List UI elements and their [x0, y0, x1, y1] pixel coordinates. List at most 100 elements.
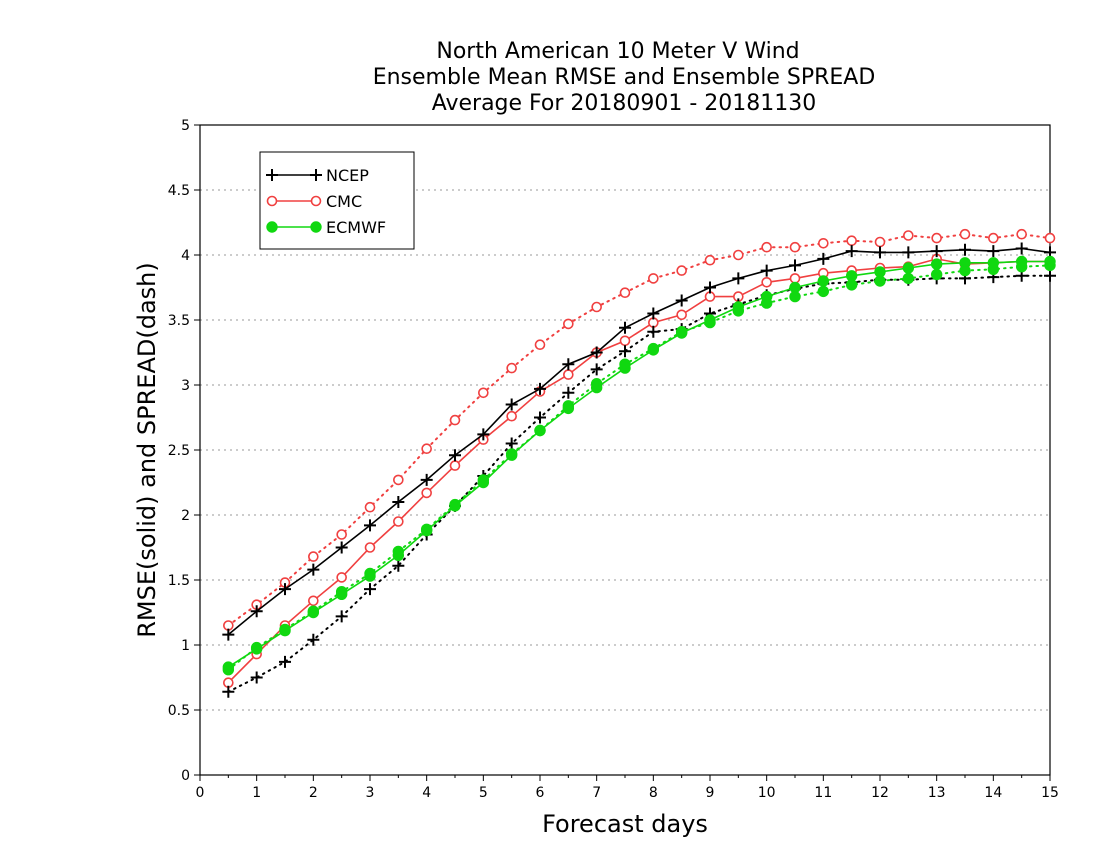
ecmwf-rmse-point — [279, 625, 291, 637]
cmc-spread-point — [988, 232, 999, 244]
ncep-rmse-point — [307, 563, 320, 576]
legend-marker — [266, 169, 278, 181]
ecmwf-rmse-point — [534, 424, 546, 437]
cmc-spread-point — [648, 273, 659, 284]
ncep-rmse-point — [392, 496, 405, 508]
ncep-rmse-point — [250, 605, 263, 618]
ncep-rmse-point — [364, 519, 376, 532]
legend: NCEP CMC ECMWF — [259, 151, 415, 250]
ncep-rmse-point — [590, 346, 603, 359]
ncep-rmse-point — [732, 272, 745, 285]
cmc-rmse-point — [563, 369, 574, 380]
cmc-rmse-point — [506, 410, 517, 422]
legend-marker — [310, 195, 322, 207]
cmc-spread-point — [619, 287, 631, 299]
ncep-spread-point — [250, 671, 263, 684]
ncep-rmse-point — [279, 583, 291, 596]
ncep-spread-point — [392, 559, 405, 572]
y-tick-label: 1 — [181, 638, 190, 654]
cmc-spread-point — [1044, 232, 1056, 244]
x-tick-label: 10 — [758, 785, 776, 801]
ecmwf-rmse-point — [959, 257, 971, 269]
y-axis-ticks: 0 0.5 1 1.5 2 2.5 3 3.5 4 4.5 5 — [168, 118, 200, 784]
cmc-spread-point — [903, 230, 914, 241]
legend-item-ecmwf: ECMWF — [266, 218, 386, 237]
legend-marker — [310, 169, 322, 181]
y-tick-label: 1.5 — [168, 573, 190, 589]
cmc-spread-point — [449, 414, 461, 426]
ncep-spread-point — [590, 363, 603, 376]
y-tick-label: 4.5 — [168, 183, 190, 199]
x-tick-label: 9 — [706, 785, 715, 801]
ecmwf-spread-point — [902, 272, 915, 285]
ncep-rmse-line — [227, 247, 1051, 636]
ncep-rmse-point — [619, 321, 631, 334]
cmc-spread-point — [563, 318, 574, 330]
cmc-rmse-point — [336, 572, 347, 583]
ncep-rmse-point — [789, 259, 801, 272]
legend-marker — [310, 221, 322, 233]
y-axis-label: RMSE(solid) and SPREAD(dash) — [133, 262, 161, 638]
x-tick-label: 4 — [422, 785, 431, 801]
x-tick-label: 12 — [871, 785, 889, 801]
ncep-spread-point — [562, 386, 575, 399]
ecmwf-rmse-point — [364, 570, 376, 582]
ecmwf-rmse-point — [789, 281, 801, 294]
cmc-spread-point — [591, 301, 602, 313]
ncep-rmse-point — [477, 428, 490, 441]
ncep-rmse-point — [760, 264, 773, 277]
cmc-spread-point — [421, 443, 432, 455]
ecmwf-rmse-point — [647, 344, 660, 356]
cmc-rmse-point — [393, 516, 404, 527]
cmc-spread-point — [393, 474, 404, 486]
legend-label-cmc: CMC — [326, 192, 362, 211]
x-tick-label: 7 — [592, 785, 601, 801]
ecmwf-rmse-point — [477, 476, 490, 489]
ecmwf-rmse-point — [222, 661, 235, 673]
legend-marker — [266, 221, 278, 233]
ecmwf-rmse-point — [335, 588, 348, 600]
x-tick-label: 15 — [1041, 785, 1059, 801]
y-tick-label: 0.5 — [168, 703, 190, 719]
ncep-spread-point — [279, 655, 291, 668]
x-tick-label: 3 — [366, 785, 375, 801]
ncep-rmse-point — [505, 398, 518, 411]
ncep-rmse-point — [675, 294, 688, 307]
ecmwf-rmse-point — [449, 500, 461, 512]
ecmwf-spread-point — [817, 285, 830, 298]
ecmwf-rmse-point — [874, 266, 886, 278]
y-tick-label: 3 — [181, 378, 190, 394]
ecmwf-rmse-point — [930, 258, 943, 270]
cmc-rmse-point — [789, 273, 801, 284]
ncep-rmse-point — [845, 245, 858, 258]
ecmwf-rmse-point — [817, 275, 830, 287]
cmc-spread-point — [959, 228, 971, 240]
ecmwf-spread-line — [227, 264, 1051, 671]
cmc-spread-point — [789, 241, 801, 253]
ncep-rmse-point — [902, 246, 915, 259]
chart-title: North American 10 Meter V Wind Ensemble … — [373, 39, 876, 116]
cmc-spread-point — [874, 236, 886, 248]
ncep-spread-point — [647, 325, 660, 338]
ecmwf-rmse-point — [562, 402, 575, 415]
cmc-spread-point — [818, 238, 829, 249]
ncep-rmse-point — [534, 382, 546, 395]
y-tick-label: 5 — [181, 118, 190, 134]
ecmwf-rmse-point — [845, 270, 858, 282]
cmc-rmse-line — [227, 258, 1051, 684]
legend-item-ncep: NCEP — [266, 166, 369, 185]
ncep-rmse-point — [874, 246, 886, 259]
ncep-spread-point — [619, 345, 631, 358]
cmc-spread-point — [733, 249, 744, 261]
x-tick-label: 6 — [536, 785, 545, 801]
x-tick-label: 11 — [814, 785, 832, 801]
ecmwf-rmse-point — [590, 381, 603, 394]
x-tick-label: 5 — [479, 785, 488, 801]
title-line-2: Ensemble Mean RMSE and Ensemble SPREAD — [373, 65, 876, 90]
ecmwf-rmse-point — [307, 606, 320, 619]
ecmwf-rmse-point — [987, 257, 1000, 269]
ncep-spread-point — [364, 583, 376, 596]
x-tick-label: 2 — [309, 785, 318, 801]
ncep-rmse-point — [647, 307, 660, 320]
y-tick-label: 4 — [181, 248, 190, 264]
